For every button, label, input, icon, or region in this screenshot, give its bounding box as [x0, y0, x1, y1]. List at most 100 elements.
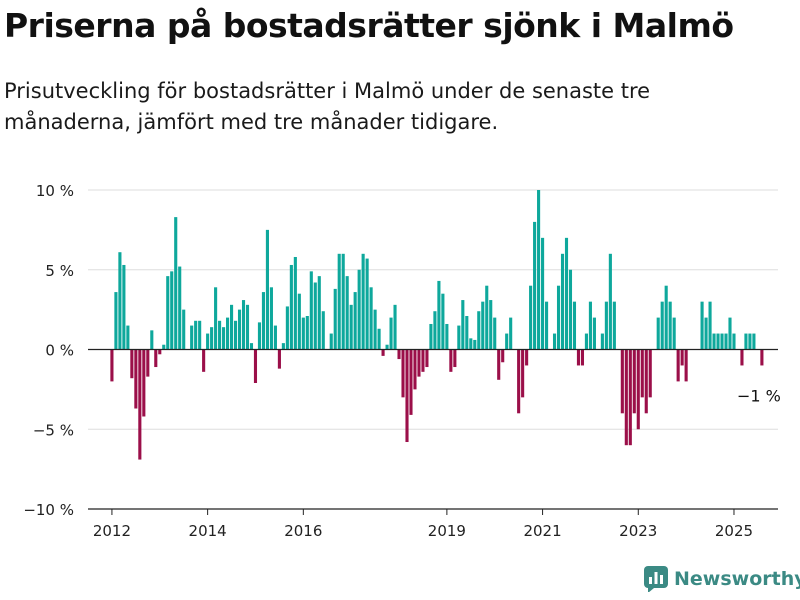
bar [357, 269, 361, 350]
bar [481, 301, 485, 350]
chart-title: Priserna på bostadsrätter sjönk i Malmö [4, 6, 734, 45]
x-tick-label: 2019 [428, 522, 466, 540]
bar [381, 349, 385, 356]
bar [281, 343, 285, 350]
bar [744, 333, 748, 350]
bar [457, 325, 461, 350]
bar [517, 349, 521, 414]
bar [297, 293, 301, 350]
bar [497, 349, 501, 380]
chart-subtitle: Prisutveckling för bostadsrätter i Malmö… [4, 79, 651, 134]
bar [505, 333, 509, 350]
bar [178, 266, 182, 350]
bar [748, 333, 752, 350]
bar [584, 333, 588, 350]
bar [628, 349, 632, 446]
bar [174, 217, 178, 350]
bar [341, 253, 345, 350]
bar [329, 333, 333, 350]
bar [572, 301, 577, 350]
bar [560, 253, 565, 350]
bar [333, 288, 337, 350]
bar [429, 323, 433, 350]
bar [716, 333, 720, 350]
bar [441, 293, 445, 350]
bar [704, 317, 708, 350]
bar [461, 300, 465, 350]
bar-series [110, 190, 764, 460]
x-tick-label: 2016 [284, 522, 322, 540]
bar [592, 317, 596, 350]
bar [313, 282, 317, 350]
bar [537, 190, 541, 350]
bar [684, 349, 688, 382]
bar [644, 349, 648, 414]
bar [624, 349, 628, 446]
bar [206, 333, 210, 350]
newsworthy-wordmark: Newsworthy [674, 568, 800, 590]
bar [257, 322, 262, 350]
bar [740, 349, 744, 366]
bar [154, 349, 158, 368]
bar [525, 349, 529, 366]
bar [700, 301, 704, 350]
newsworthy-chart-icon [644, 566, 668, 592]
data-label: −1 % [737, 386, 781, 405]
bar [680, 349, 684, 366]
bar [672, 317, 676, 350]
bar [198, 320, 202, 350]
bar [676, 349, 680, 382]
bar [190, 325, 194, 350]
bar [158, 349, 162, 355]
bar [126, 325, 130, 350]
bar [182, 309, 186, 350]
bar [273, 325, 277, 350]
bar [138, 349, 142, 460]
y-tick-label: −10 % [23, 501, 74, 519]
bar [720, 333, 724, 350]
bar [146, 349, 150, 377]
bar [261, 292, 266, 350]
bar [321, 311, 325, 350]
bar [277, 349, 281, 369]
bar [293, 256, 297, 350]
bar [636, 349, 640, 430]
bar [122, 264, 126, 350]
bar [365, 258, 369, 350]
bar [214, 287, 218, 350]
bar [485, 285, 489, 350]
bar [664, 285, 668, 350]
y-tick-label: 10 % [36, 182, 74, 200]
y-tick-label: 5 % [45, 262, 74, 280]
bar [453, 349, 457, 368]
bar [301, 317, 305, 350]
bar [752, 333, 756, 350]
bar [477, 311, 481, 350]
bar [265, 229, 269, 350]
bar [564, 237, 569, 350]
bar [600, 333, 604, 350]
bar [361, 253, 365, 350]
x-tick-label: 2025 [715, 522, 753, 540]
bar [397, 349, 401, 360]
bar [245, 304, 250, 350]
bar [269, 287, 273, 350]
bar [317, 276, 321, 350]
bar [289, 264, 293, 350]
bar [253, 349, 258, 383]
bar [656, 317, 660, 350]
bar [349, 304, 353, 350]
bar [493, 317, 497, 350]
bar [568, 269, 573, 350]
bar [222, 327, 226, 350]
newsworthy-logo: Newsworthy [644, 566, 800, 592]
bar [249, 343, 254, 350]
bar [230, 304, 234, 350]
bar [377, 328, 381, 350]
bar [373, 309, 377, 350]
bar [529, 285, 533, 350]
bar [233, 320, 238, 350]
bar [385, 344, 389, 350]
bar [433, 311, 437, 350]
bar [612, 301, 616, 350]
